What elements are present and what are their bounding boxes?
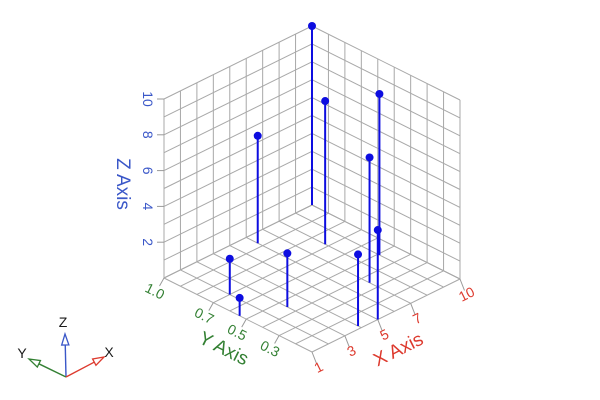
grid-line (163, 168, 313, 243)
data-point-marker (321, 97, 330, 106)
x-axis-title: X Axis (370, 329, 427, 371)
triad-x-label: X (104, 344, 114, 360)
data-point-marker (283, 249, 292, 258)
triad-x-arrow (65, 360, 97, 378)
grid-line (245, 236, 395, 312)
grid-line (295, 270, 444, 345)
grid-line (163, 25, 313, 100)
grid-line (163, 61, 313, 136)
tick-mark (208, 302, 214, 311)
grid-line (163, 277, 313, 353)
tick-label: 8 (140, 131, 156, 139)
tick-label: 5 (377, 326, 391, 344)
tick-label: 6 (140, 167, 156, 175)
tick-mark (274, 335, 280, 344)
data-point-marker (307, 22, 316, 31)
grid-line (163, 79, 313, 154)
grid-line (163, 204, 313, 279)
tick-mark (459, 278, 465, 291)
grid-line (180, 212, 329, 287)
grid-line (163, 43, 313, 118)
grid-line (311, 132, 461, 208)
grid-line (311, 97, 461, 173)
grid-line (180, 269, 329, 345)
data-point-marker (235, 293, 244, 302)
tick-mark (410, 303, 416, 316)
triad-z-arrow (64, 342, 67, 378)
tick-label: 1.0 (143, 279, 168, 302)
grid-line (311, 43, 461, 119)
tick-mark (311, 351, 317, 364)
data-point-marker (225, 254, 234, 263)
grid-line (311, 168, 461, 244)
grid-line (196, 261, 346, 337)
grid-line (311, 278, 461, 353)
tick-label: 10 (140, 91, 156, 107)
grid-line (196, 220, 346, 295)
orientation-triad (27, 331, 106, 378)
grid-line (278, 262, 428, 337)
grid-line (163, 186, 313, 261)
tick-label: 0.7 (192, 304, 217, 327)
data-point-marker (365, 153, 374, 162)
grid-line (278, 220, 428, 296)
grid-line (311, 61, 461, 137)
grid-line (311, 79, 461, 155)
right-wall-grid (311, 25, 461, 280)
triad-y-arrow-head (27, 358, 42, 369)
data-point-marker (373, 226, 382, 235)
grid-line (163, 97, 313, 172)
grid-line (246, 245, 395, 320)
grid-line (163, 132, 313, 207)
axis-tick-marks (157, 98, 465, 364)
grid-line (311, 115, 461, 190)
triad-z-label: Z (59, 314, 68, 330)
data-point-marker (354, 250, 363, 259)
data-point-marker (253, 131, 262, 140)
tick-mark (159, 277, 165, 287)
grid-line (163, 115, 313, 189)
z-axis-title: Z Axis (112, 158, 133, 210)
grid-line (311, 204, 461, 280)
tick-mark (241, 318, 247, 328)
grid-line (262, 228, 411, 304)
tick-mark (344, 335, 350, 348)
tick-mark (377, 319, 383, 332)
tick-label: 2 (140, 238, 156, 246)
triad-z-arrow-head (60, 331, 70, 346)
grid-line (229, 245, 378, 321)
triad-x-arrow-head (91, 356, 106, 367)
tick-label: 10 (456, 283, 477, 304)
tick-label: 0.3 (258, 337, 283, 360)
grid-line (311, 186, 461, 262)
left-wall-grid (163, 25, 313, 279)
grid-line (311, 150, 461, 226)
triad-y-arrow (36, 362, 67, 378)
stem-series (225, 22, 384, 327)
tick-label: 7 (410, 309, 424, 327)
grid-line (229, 237, 378, 312)
triad-y-label: Y (17, 345, 27, 361)
grid-line (311, 25, 461, 101)
tick-label: 0.5 (225, 321, 250, 344)
grid-line (262, 253, 411, 328)
tick-label: 3 (344, 342, 358, 360)
tick-label: 1 (311, 358, 325, 376)
tick-label: 4 (140, 203, 156, 211)
grid-line (163, 150, 313, 225)
data-point-marker (375, 89, 384, 98)
